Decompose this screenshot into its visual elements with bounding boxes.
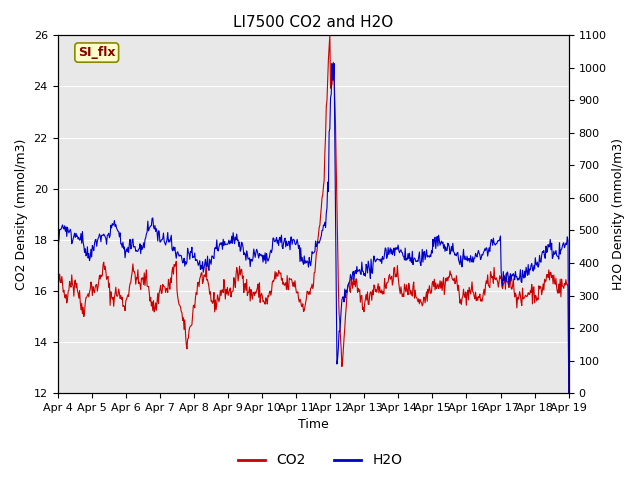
H2O bbox=[376, 257, 383, 263]
Text: SI_flx: SI_flx bbox=[78, 46, 115, 59]
H2O bbox=[390, 253, 398, 259]
H2O bbox=[565, 390, 573, 396]
H2O bbox=[328, 60, 336, 66]
Title: LI7500 CO2 and H2O: LI7500 CO2 and H2O bbox=[233, 15, 393, 30]
CO2 bbox=[326, 33, 333, 38]
CO2 bbox=[195, 279, 202, 285]
CO2 bbox=[168, 280, 175, 286]
Legend: CO2, H2O: CO2, H2O bbox=[232, 448, 408, 473]
CO2 bbox=[565, 390, 573, 396]
X-axis label: Time: Time bbox=[298, 419, 328, 432]
Y-axis label: H2O Density (mmol/m3): H2O Density (mmol/m3) bbox=[612, 138, 625, 290]
H2O bbox=[54, 236, 61, 242]
CO2 bbox=[390, 264, 398, 270]
CO2 bbox=[116, 290, 124, 296]
H2O bbox=[63, 234, 70, 240]
H2O bbox=[195, 263, 202, 268]
H2O bbox=[116, 234, 124, 240]
CO2 bbox=[54, 283, 61, 289]
Line: H2O: H2O bbox=[58, 63, 569, 393]
Y-axis label: CO2 Density (mmol/m3): CO2 Density (mmol/m3) bbox=[15, 139, 28, 290]
Line: CO2: CO2 bbox=[58, 36, 569, 393]
CO2 bbox=[63, 300, 70, 306]
H2O bbox=[168, 232, 175, 238]
CO2 bbox=[376, 284, 383, 289]
